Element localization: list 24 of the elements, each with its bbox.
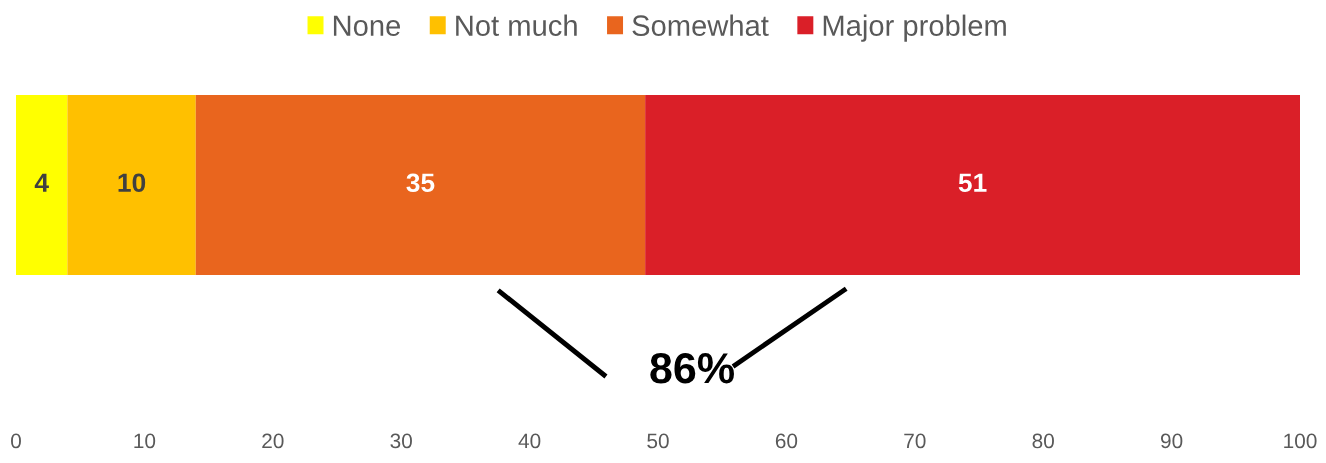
- bar: [645, 94, 1300, 276]
- bar: [195, 94, 646, 276]
- x-tick-label: 60: [775, 433, 798, 449]
- x-tick-label: 20: [262, 433, 284, 449]
- x-tick-label: 30: [390, 433, 412, 449]
- legend-label: Major problem: [823, 14, 1006, 42]
- x-tick-label: 0: [11, 433, 21, 449]
- bar: [67, 94, 196, 276]
- x-tick-label: 70: [904, 433, 926, 449]
- legend-label: None: [333, 15, 400, 37]
- x-tick-label: 40: [518, 433, 541, 449]
- text: 86%: [650, 353, 734, 384]
- data-label: 10: [118, 173, 146, 193]
- bar: [16, 94, 68, 276]
- legend-label: Somewhat: [632, 14, 769, 37]
- data-label: 35: [406, 173, 435, 193]
- x-tick-label: 80: [1032, 433, 1054, 449]
- x-tick-label: 100: [1284, 433, 1317, 449]
- x-tick-label: 50: [647, 433, 669, 449]
- x-tick-label: 10: [134, 433, 156, 449]
- x-tick-label: 90: [1160, 433, 1183, 449]
- data-label: 4: [34, 173, 49, 192]
- data-label: 51: [958, 173, 987, 193]
- legend-label: Not much: [456, 14, 577, 37]
